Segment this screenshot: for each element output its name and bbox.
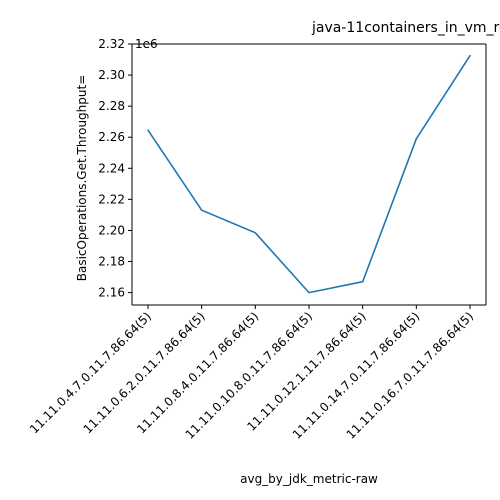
axes	[131, 43, 487, 306]
y-tick-label: 2.24	[98, 161, 125, 175]
y-tick-label: 2.18	[98, 255, 125, 269]
y-tick-label: 2.22	[98, 192, 125, 206]
series-layer	[147, 54, 471, 294]
y-tick-label: 2.30	[98, 68, 125, 82]
y-tick-label: 2.32	[98, 37, 125, 51]
y-axis-multiplier: 1e6	[135, 37, 158, 51]
y-tick-label: 2.16	[98, 286, 125, 300]
x-axis-label: avg_by_jdk_metric-raw	[240, 472, 378, 486]
series-line	[147, 54, 471, 294]
y-tick-label: 2.20	[98, 223, 125, 237]
y-axis-ticks: 2.16 2.18 2.20 2.22 2.24 2.26 2.28 2.30 2.32	[98, 37, 132, 300]
y-tick-label: 2.28	[98, 99, 125, 113]
x-axis-ticks: 11.11.0.4.7.0.11.7.86.64(5)11.11.0.6.2.0…	[27, 305, 476, 442]
y-axis-label: BasicOperations.Get.Throughput=	[75, 75, 89, 282]
chart-title: java-11containers_in_vm_results_RADARGUN…	[311, 20, 500, 36]
y-tick-label: 2.26	[98, 130, 125, 144]
